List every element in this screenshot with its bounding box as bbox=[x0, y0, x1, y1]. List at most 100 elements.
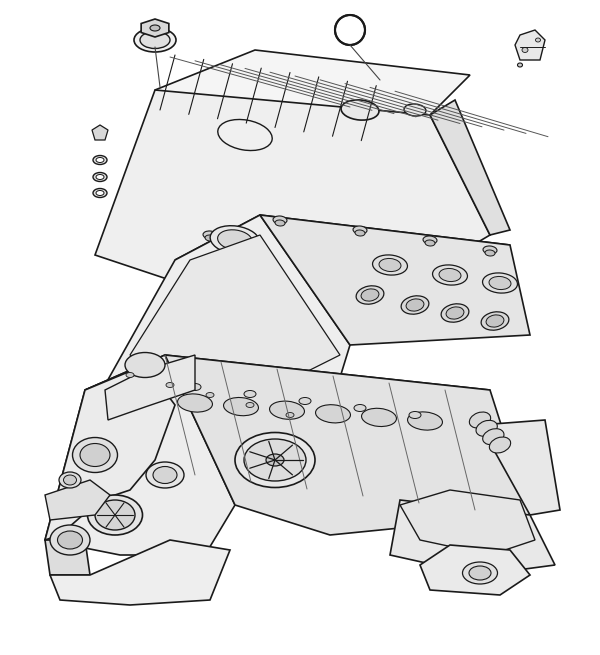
Ellipse shape bbox=[73, 438, 118, 472]
Polygon shape bbox=[141, 19, 169, 37]
Ellipse shape bbox=[96, 191, 104, 195]
Polygon shape bbox=[85, 355, 490, 425]
Ellipse shape bbox=[469, 566, 491, 580]
Ellipse shape bbox=[273, 216, 287, 224]
Polygon shape bbox=[400, 490, 535, 555]
Ellipse shape bbox=[178, 394, 212, 412]
Ellipse shape bbox=[469, 412, 491, 428]
Polygon shape bbox=[45, 480, 110, 520]
Polygon shape bbox=[155, 50, 470, 115]
Polygon shape bbox=[430, 100, 510, 235]
Ellipse shape bbox=[353, 226, 367, 234]
Polygon shape bbox=[92, 125, 108, 140]
Ellipse shape bbox=[446, 307, 464, 319]
Ellipse shape bbox=[64, 475, 77, 485]
Ellipse shape bbox=[486, 315, 504, 327]
Ellipse shape bbox=[536, 38, 541, 42]
Polygon shape bbox=[165, 355, 530, 535]
Ellipse shape bbox=[482, 428, 504, 445]
Polygon shape bbox=[45, 355, 235, 555]
Ellipse shape bbox=[266, 454, 284, 466]
Ellipse shape bbox=[356, 286, 384, 304]
Ellipse shape bbox=[286, 413, 294, 417]
Polygon shape bbox=[515, 30, 545, 60]
Ellipse shape bbox=[299, 398, 311, 405]
Polygon shape bbox=[130, 235, 340, 385]
Ellipse shape bbox=[401, 296, 429, 314]
Ellipse shape bbox=[476, 421, 497, 436]
Ellipse shape bbox=[246, 403, 254, 407]
Polygon shape bbox=[50, 540, 230, 605]
Ellipse shape bbox=[134, 28, 176, 52]
Ellipse shape bbox=[517, 63, 523, 67]
Ellipse shape bbox=[341, 100, 379, 120]
Ellipse shape bbox=[244, 390, 256, 398]
Ellipse shape bbox=[355, 230, 365, 236]
Ellipse shape bbox=[150, 25, 160, 31]
Ellipse shape bbox=[203, 231, 217, 239]
Ellipse shape bbox=[361, 289, 379, 301]
Ellipse shape bbox=[224, 398, 259, 416]
Ellipse shape bbox=[489, 276, 511, 290]
Ellipse shape bbox=[425, 240, 435, 246]
Ellipse shape bbox=[140, 31, 170, 48]
Polygon shape bbox=[175, 215, 510, 285]
Ellipse shape bbox=[218, 119, 272, 151]
Ellipse shape bbox=[189, 383, 201, 390]
Ellipse shape bbox=[218, 230, 253, 250]
Ellipse shape bbox=[80, 443, 110, 466]
Ellipse shape bbox=[483, 246, 497, 254]
Polygon shape bbox=[420, 545, 530, 595]
Ellipse shape bbox=[354, 405, 366, 411]
Ellipse shape bbox=[210, 226, 260, 254]
Polygon shape bbox=[390, 500, 555, 575]
Ellipse shape bbox=[481, 312, 509, 330]
Ellipse shape bbox=[93, 155, 107, 164]
Ellipse shape bbox=[404, 104, 426, 116]
Ellipse shape bbox=[125, 352, 165, 377]
Ellipse shape bbox=[88, 495, 143, 535]
Ellipse shape bbox=[441, 304, 469, 322]
Ellipse shape bbox=[146, 462, 184, 488]
Ellipse shape bbox=[373, 255, 407, 275]
Ellipse shape bbox=[205, 235, 215, 241]
Ellipse shape bbox=[206, 392, 214, 398]
Ellipse shape bbox=[423, 236, 437, 244]
Ellipse shape bbox=[93, 172, 107, 181]
Ellipse shape bbox=[482, 273, 517, 293]
Ellipse shape bbox=[362, 408, 397, 426]
Ellipse shape bbox=[341, 21, 359, 39]
Ellipse shape bbox=[269, 401, 304, 419]
Ellipse shape bbox=[96, 174, 104, 179]
Ellipse shape bbox=[95, 500, 135, 530]
Ellipse shape bbox=[59, 472, 81, 488]
Ellipse shape bbox=[275, 220, 285, 226]
Ellipse shape bbox=[316, 405, 350, 423]
Ellipse shape bbox=[58, 531, 83, 549]
Ellipse shape bbox=[406, 299, 424, 311]
Polygon shape bbox=[480, 420, 560, 515]
Ellipse shape bbox=[522, 48, 528, 52]
Ellipse shape bbox=[235, 432, 315, 487]
Polygon shape bbox=[260, 215, 530, 345]
Ellipse shape bbox=[409, 411, 421, 419]
Ellipse shape bbox=[244, 439, 306, 481]
Ellipse shape bbox=[490, 437, 511, 453]
Ellipse shape bbox=[50, 525, 90, 555]
Ellipse shape bbox=[96, 157, 104, 162]
Polygon shape bbox=[95, 90, 490, 300]
Polygon shape bbox=[45, 365, 175, 540]
Ellipse shape bbox=[485, 250, 495, 256]
Ellipse shape bbox=[379, 259, 401, 272]
Ellipse shape bbox=[463, 562, 497, 584]
Ellipse shape bbox=[433, 265, 467, 285]
Ellipse shape bbox=[439, 269, 461, 282]
Polygon shape bbox=[105, 215, 350, 410]
Ellipse shape bbox=[166, 383, 174, 388]
Ellipse shape bbox=[407, 412, 442, 430]
Ellipse shape bbox=[153, 466, 177, 483]
Ellipse shape bbox=[126, 373, 134, 377]
Ellipse shape bbox=[93, 189, 107, 198]
Polygon shape bbox=[45, 540, 90, 575]
Polygon shape bbox=[105, 355, 195, 420]
